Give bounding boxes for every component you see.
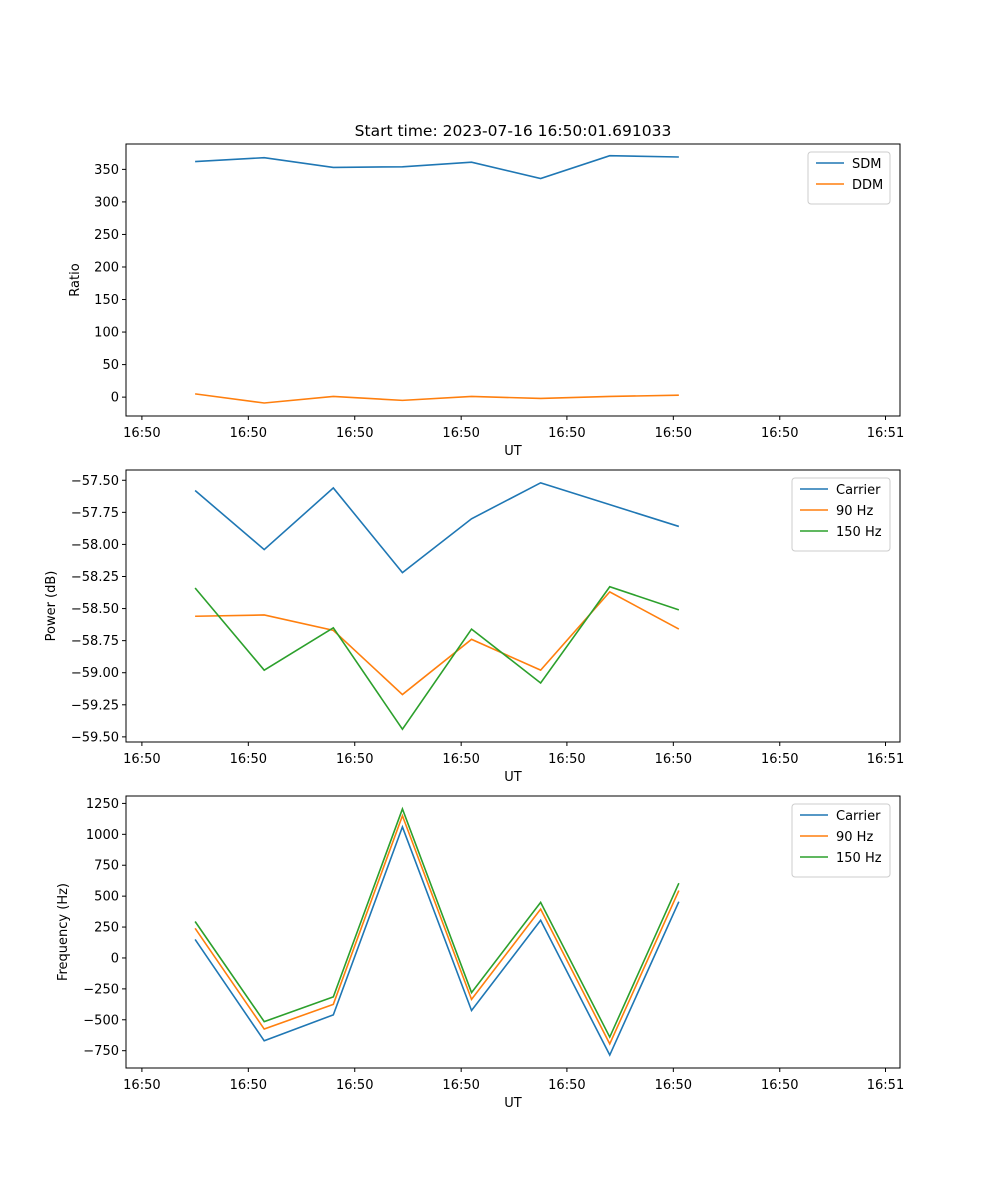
legend-box	[807, 151, 891, 205]
y-tick-label: 50	[102, 358, 119, 373]
x-tick-label: 16:50	[655, 752, 692, 767]
series-line-carrier	[194, 824, 680, 1057]
chart-panel-2: −59.50 −59.25 −59.00 −58.75 −58.50 −58.25 −58.…	[44, 469, 904, 785]
legend-entry: SDM	[852, 157, 881, 172]
y-tick-label: −58.75	[71, 634, 119, 649]
y-tick-label: −500	[83, 1013, 119, 1028]
x-tick-label: 16:50	[442, 1078, 479, 1093]
x-tick-label: 16:50	[230, 426, 267, 441]
x-tick-label: 16:50	[336, 426, 373, 441]
y-tick-label: −57.50	[71, 474, 119, 489]
axes-frame	[125, 795, 901, 1069]
series-line-90-hz	[195, 590, 680, 696]
legend-entry: Carrier	[836, 483, 881, 498]
x-tick-label: 16:50	[123, 752, 160, 767]
y-tick-label: −250	[83, 982, 119, 997]
x-tick-label: 16:51	[867, 752, 904, 767]
x-tick-label: 16:50	[123, 1078, 160, 1093]
legend: SDM DDM	[807, 151, 891, 205]
y-tick-label: 100	[94, 326, 119, 341]
legend-entry: Carrier	[836, 809, 881, 824]
y-tick-label: −59.00	[71, 666, 119, 681]
series-line-ddm	[195, 393, 679, 404]
x-tick-label: 16:50	[761, 426, 798, 441]
x-tick-label: 16:50	[123, 426, 160, 441]
x-tick-label: 16:50	[655, 426, 692, 441]
legend-box	[791, 803, 891, 878]
series-line-carrier	[194, 481, 680, 574]
x-axis-label: UT	[504, 1096, 522, 1111]
y-tick-label: −58.00	[71, 538, 119, 553]
y-tick-label: 250	[94, 921, 119, 936]
y-tick-label: −58.25	[71, 570, 119, 585]
y-tick-label: 0	[111, 391, 119, 406]
y-tick-label: 750	[94, 859, 119, 874]
x-tick-label: 16:50	[336, 752, 373, 767]
figure-title: Start time: 2023-07-16 16:50:01.691033	[355, 122, 672, 140]
legend-entry: 150 Hz	[836, 525, 882, 540]
x-tick-label: 16:50	[761, 1078, 798, 1093]
y-tick-label: 1250	[86, 797, 119, 812]
y-tick-label: 0	[111, 951, 119, 966]
legend: Carrier 90 Hz 150 Hz	[791, 803, 891, 878]
x-tick-label: 16:51	[867, 426, 904, 441]
legend-entry: 150 Hz	[836, 851, 882, 866]
series-line-90-hz	[194, 813, 680, 1046]
y-tick-label: 350	[94, 163, 119, 178]
y-tick-label: 500	[94, 890, 119, 905]
x-axis-label: UT	[504, 770, 522, 785]
x-tick-label: 16:51	[867, 1078, 904, 1093]
y-tick-label: −57.75	[71, 506, 119, 521]
x-tick-label: 16:50	[761, 752, 798, 767]
x-tick-label: 16:50	[442, 426, 479, 441]
chart-panel-1: 0 50 100 150 200 250 300 350 16:50 16:50 16:50 16:5…	[68, 143, 904, 459]
y-tick-label: 1000	[86, 828, 119, 843]
y-axis-label: Frequency (Hz)	[56, 883, 71, 981]
x-tick-label: 16:50	[442, 752, 479, 767]
legend-box	[791, 477, 891, 552]
x-tick-label: 16:50	[655, 1078, 692, 1093]
series-line-sdm	[195, 154, 679, 180]
axes-frame	[125, 469, 901, 743]
y-tick-label: 200	[94, 260, 119, 275]
x-tick-label: 16:50	[336, 1078, 373, 1093]
y-tick-label: −58.50	[71, 602, 119, 617]
y-tick-label: −750	[83, 1044, 119, 1059]
series-line-150-hz	[194, 585, 680, 731]
y-tick-label: 250	[94, 228, 119, 243]
legend-entry: DDM	[852, 178, 883, 193]
series-line-150-hz	[194, 806, 680, 1039]
y-tick-label: −59.50	[71, 730, 119, 745]
x-tick-label: 16:50	[548, 426, 585, 441]
y-tick-label: 300	[94, 195, 119, 210]
x-tick-label: 16:50	[230, 1078, 267, 1093]
y-tick-label: −59.25	[71, 698, 119, 713]
legend: Carrier 90 Hz 150 Hz	[791, 477, 891, 552]
y-tick-label: 150	[94, 293, 119, 308]
y-axis-label: Power (dB)	[44, 571, 59, 642]
axes-frame	[125, 143, 901, 417]
x-tick-label: 16:50	[548, 1078, 585, 1093]
legend-entry: 90 Hz	[836, 504, 873, 519]
y-axis-label: Ratio	[68, 263, 83, 296]
legend-entry: 90 Hz	[836, 830, 873, 845]
x-tick-label: 16:50	[548, 752, 585, 767]
x-axis-label: UT	[504, 444, 522, 459]
chart-panel-3: −750 −500 −250 0 250 500 750 1000 1250 16:50 16:50…	[56, 795, 904, 1111]
x-tick-label: 16:50	[230, 752, 267, 767]
